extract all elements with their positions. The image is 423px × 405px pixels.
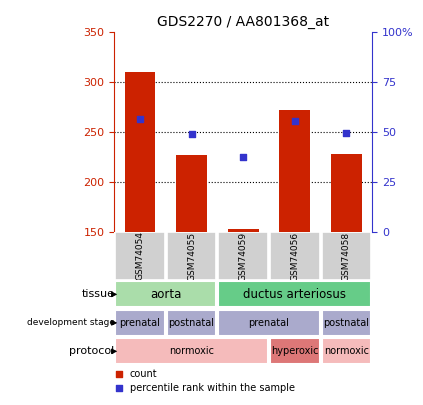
Bar <box>115 338 268 365</box>
Point <box>240 154 247 160</box>
Point <box>291 118 298 124</box>
Text: tissue: tissue <box>82 290 115 299</box>
Bar <box>124 72 156 232</box>
Text: prenatal: prenatal <box>249 318 289 328</box>
Bar <box>115 281 217 307</box>
Text: GSM74059: GSM74059 <box>239 231 248 281</box>
Bar <box>115 310 165 336</box>
Point <box>188 131 195 137</box>
Text: aorta: aorta <box>150 288 181 301</box>
Text: normoxic: normoxic <box>169 346 214 356</box>
Text: GSM74055: GSM74055 <box>187 231 196 281</box>
Text: normoxic: normoxic <box>324 346 369 356</box>
Text: count: count <box>130 369 157 379</box>
Bar <box>270 338 320 365</box>
Text: percentile rank within the sample: percentile rank within the sample <box>130 383 295 393</box>
Bar <box>279 110 310 232</box>
Title: GDS2270 / AA801368_at: GDS2270 / AA801368_at <box>157 15 329 29</box>
Bar <box>167 310 217 336</box>
Bar <box>228 229 259 232</box>
Point <box>137 116 143 122</box>
Bar <box>176 155 207 232</box>
Bar <box>270 232 320 280</box>
Bar <box>321 338 371 365</box>
Bar <box>321 310 371 336</box>
Bar <box>218 232 268 280</box>
Text: hyperoxic: hyperoxic <box>271 346 319 356</box>
Bar <box>167 232 217 280</box>
Text: postnatal: postnatal <box>169 318 214 328</box>
Text: GSM74054: GSM74054 <box>135 231 145 280</box>
Point <box>116 385 123 391</box>
Text: postnatal: postnatal <box>324 318 369 328</box>
Bar <box>115 232 165 280</box>
Bar <box>331 154 362 232</box>
Point <box>343 130 350 136</box>
Text: ductus arteriosus: ductus arteriosus <box>243 288 346 301</box>
Text: development stage: development stage <box>27 318 115 327</box>
Text: GSM74056: GSM74056 <box>290 231 299 281</box>
Text: prenatal: prenatal <box>120 318 160 328</box>
Bar <box>218 281 371 307</box>
Bar <box>321 232 371 280</box>
Text: GSM74058: GSM74058 <box>342 231 351 281</box>
Point <box>116 371 123 377</box>
Text: protocol: protocol <box>69 346 115 356</box>
Bar <box>218 310 320 336</box>
